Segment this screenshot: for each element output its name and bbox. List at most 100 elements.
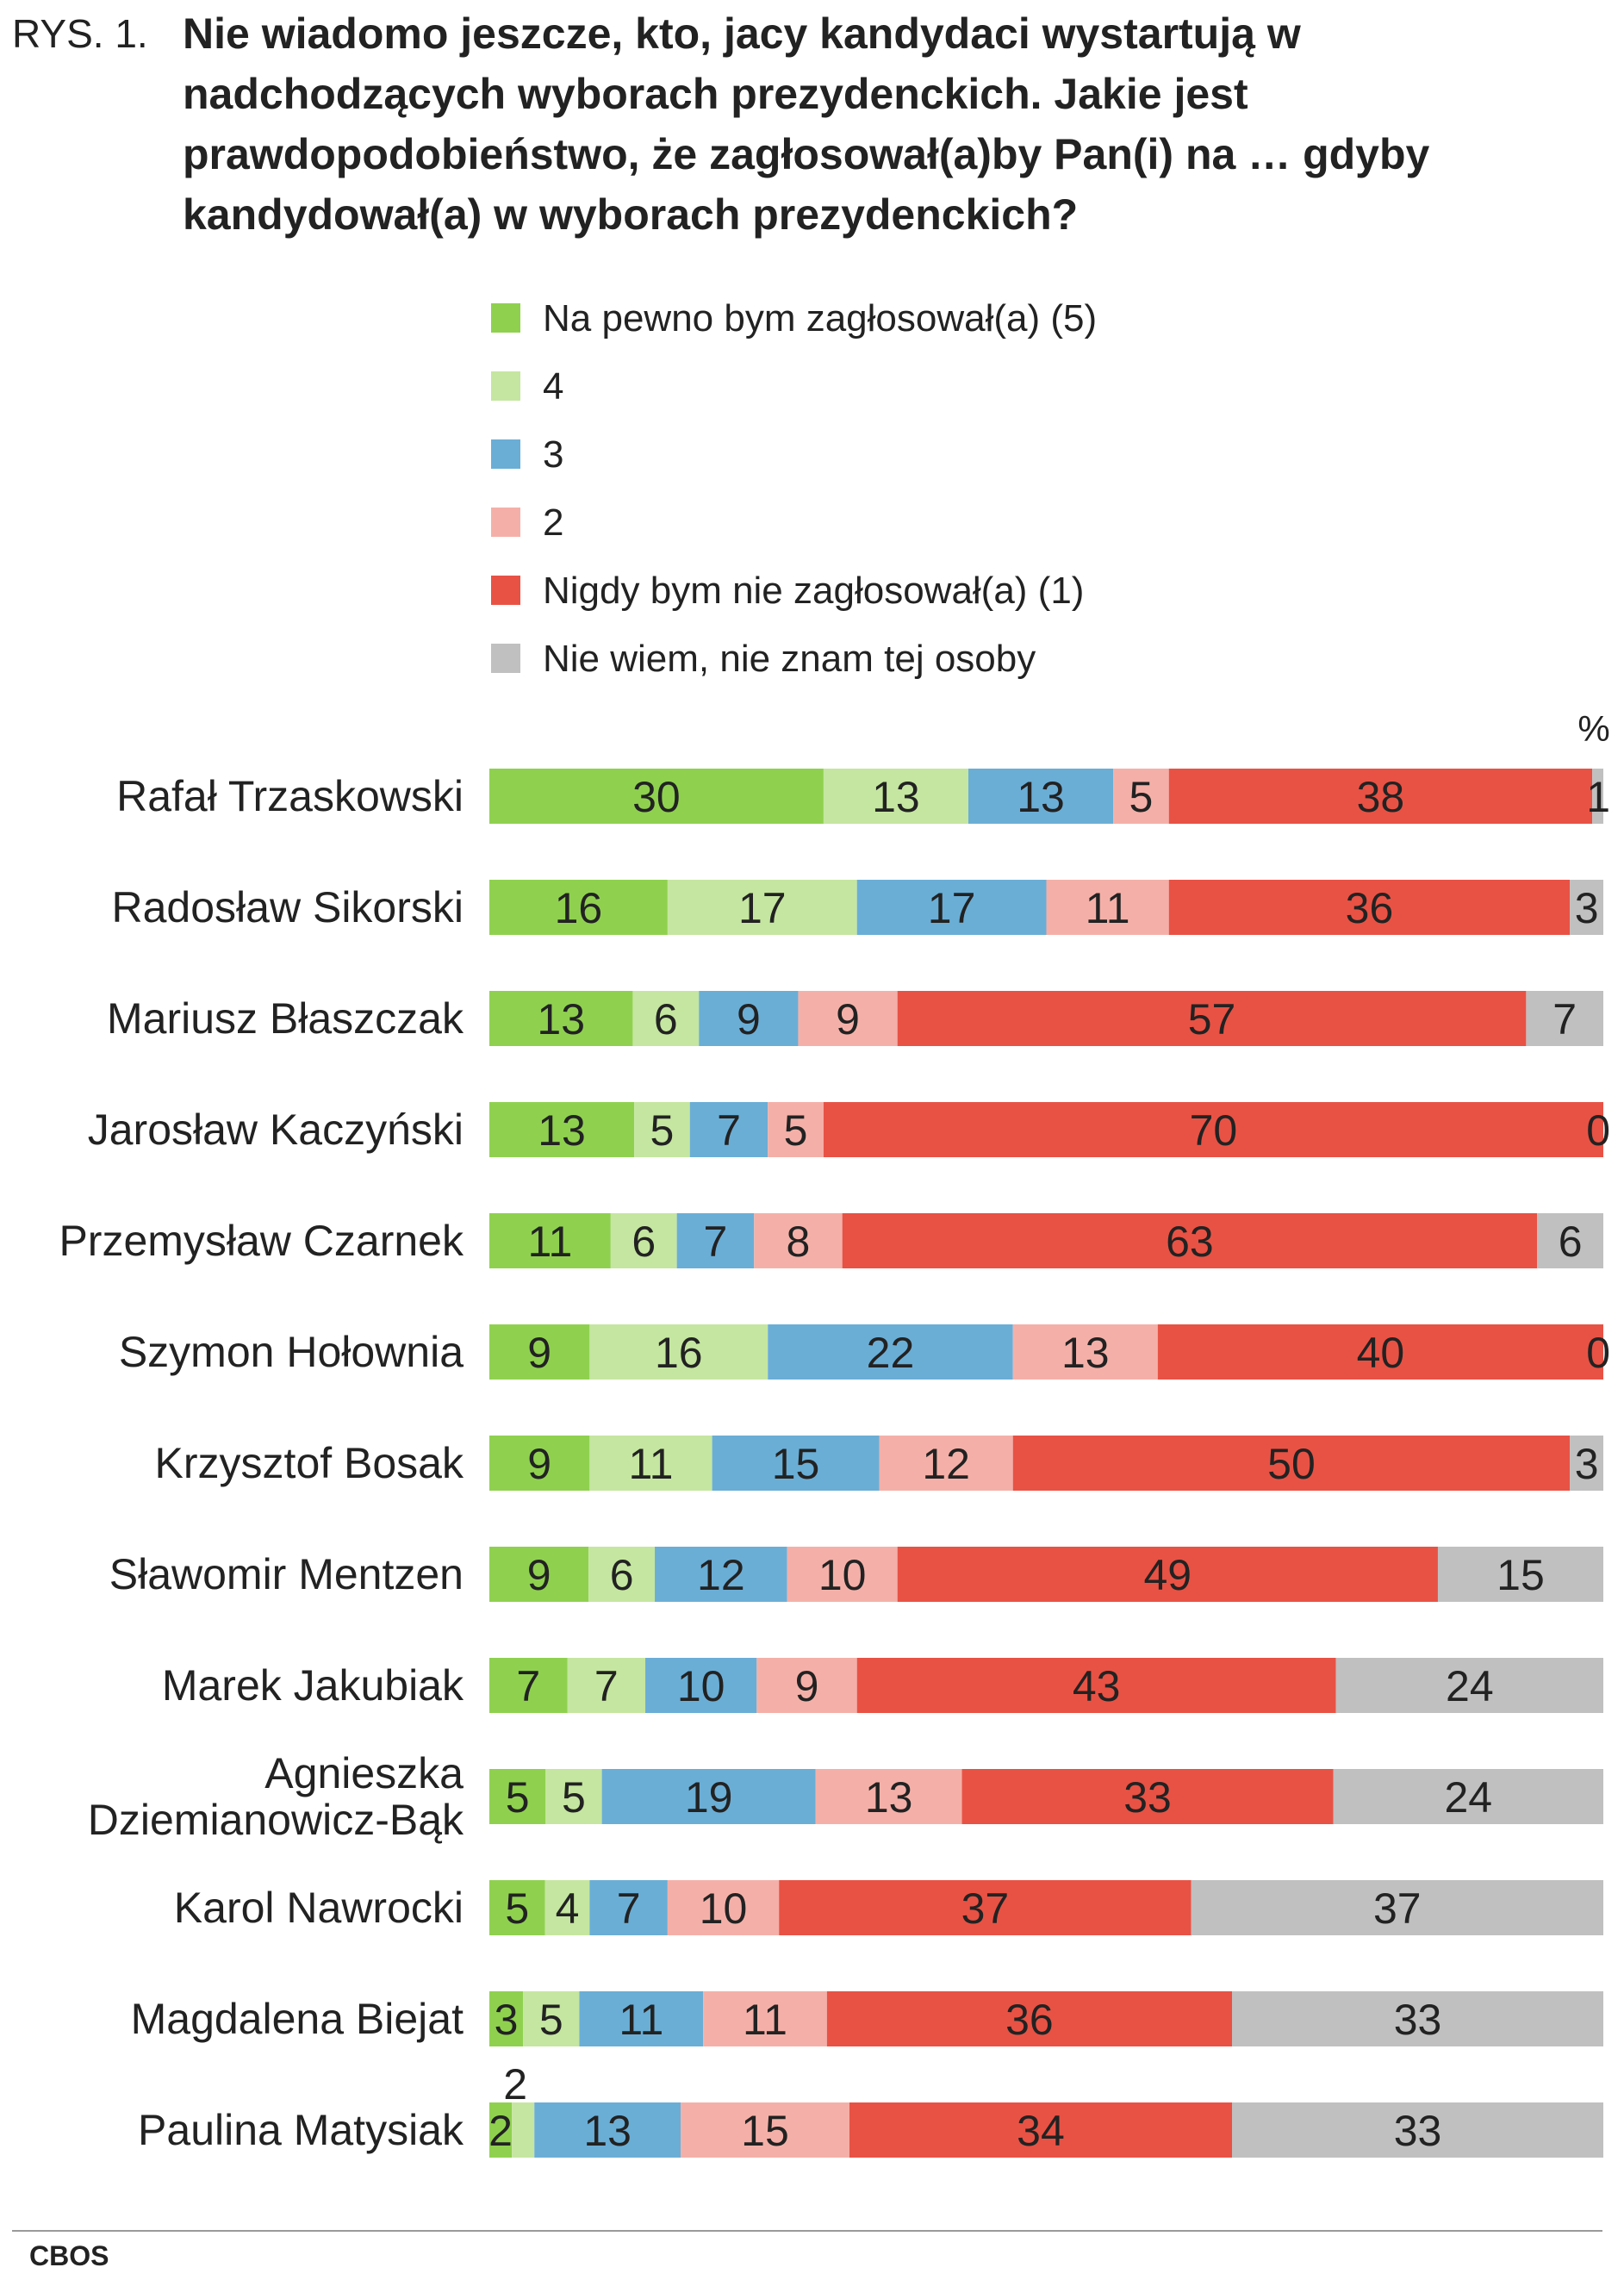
bar-segment	[634, 1102, 690, 1157]
data-label: 9	[795, 1662, 819, 1710]
bar-segment	[1232, 2102, 1603, 2158]
data-label: 33	[1123, 1773, 1172, 1822]
data-label: 13	[537, 995, 585, 1043]
bar-segment	[489, 2102, 513, 2158]
bar-segment	[489, 1102, 635, 1157]
bar-segment	[523, 1991, 580, 2046]
bar-segment	[961, 1769, 1334, 1824]
data-label: 9	[836, 995, 860, 1043]
category-label: Szymon Hołownia	[119, 1328, 464, 1376]
bar-segment	[489, 1547, 589, 1602]
bar-segment	[544, 1880, 590, 1935]
bar-segment	[645, 1658, 757, 1713]
legend-swatch	[491, 371, 520, 401]
legend-swatch	[491, 644, 520, 673]
data-label: 24	[1444, 1773, 1492, 1822]
bar-segment	[667, 880, 857, 935]
legend-label: 2	[543, 501, 564, 544]
data-label: 6	[1559, 1218, 1583, 1266]
bar-segment	[879, 1436, 1013, 1491]
legend-item: 3	[491, 429, 1353, 481]
legend-item: 4	[491, 361, 1353, 413]
data-label: 17	[738, 884, 787, 932]
data-label: 0	[1586, 1329, 1610, 1377]
bar-segment	[1232, 1991, 1603, 2046]
data-label: 37	[1373, 1884, 1422, 1933]
bar-segment	[756, 1658, 857, 1713]
bar-segment	[779, 1880, 1192, 1935]
data-label: 5	[1129, 773, 1153, 821]
bar-segment	[1537, 1213, 1603, 1268]
data-label: 13	[1061, 1329, 1110, 1377]
source-label: CBOS	[29, 2240, 109, 2271]
bar-segment	[1012, 1436, 1571, 1491]
data-label: 33	[1394, 2107, 1442, 2155]
bar-segment	[815, 1769, 962, 1824]
bar-segment	[588, 1547, 656, 1602]
bar-segment	[489, 1991, 524, 2046]
legend-swatch	[491, 439, 520, 469]
bar-segment	[589, 1436, 712, 1491]
bar-segment	[689, 1102, 768, 1157]
bar-segment	[655, 1547, 787, 1602]
legend-item: Nigdy bym nie zagłosował(a) (1)	[491, 565, 1353, 617]
figure-number: RYS. 1.	[12, 11, 148, 56]
data-label: 7	[516, 1662, 540, 1710]
data-label: 50	[1267, 1440, 1316, 1488]
data-label: 9	[737, 995, 761, 1043]
bar-segment	[798, 991, 898, 1046]
category-label: Jarosław Kaczyński	[88, 1106, 464, 1154]
bar-segment	[489, 769, 824, 824]
data-label: 24	[1446, 1662, 1494, 1710]
bar-segment	[610, 1213, 677, 1268]
bar-segment	[489, 880, 668, 935]
data-label: 11	[1086, 884, 1130, 932]
bar-segment	[823, 769, 968, 824]
bar-segment	[897, 1547, 1438, 1602]
data-label: 70	[1190, 1106, 1238, 1155]
bar-segment	[1335, 1658, 1603, 1713]
data-label: 16	[555, 884, 603, 932]
bar-segment	[1592, 769, 1603, 824]
data-label: 7	[1552, 995, 1577, 1043]
data-label: 5	[562, 1773, 586, 1822]
data-label: 5	[650, 1106, 675, 1155]
bar-segment	[856, 880, 1047, 935]
bar-segment	[589, 1324, 768, 1380]
bar-segment	[681, 2102, 849, 2158]
data-label: 7	[617, 1884, 641, 1933]
category-label: Marek Jakubiak	[162, 1661, 464, 1710]
data-label: 12	[922, 1440, 970, 1488]
legend-item: 2	[491, 497, 1353, 549]
bar-segment	[703, 1991, 827, 2046]
data-label: 13	[583, 2107, 632, 2155]
category-label: Agnieszka Dziemianowicz-Bąk	[88, 1749, 464, 1844]
data-label: 37	[961, 1884, 1010, 1933]
bar-segment	[856, 1658, 1336, 1713]
data-label: 33	[1394, 1996, 1442, 2044]
bar-segment	[768, 1324, 1013, 1380]
bar-segment	[768, 1102, 824, 1157]
data-label: 3	[1575, 884, 1599, 932]
bar-segment	[489, 1769, 546, 1824]
bar-segment	[1437, 1547, 1603, 1602]
category-label: Przemysław Czarnek	[59, 1217, 464, 1265]
bar-segment	[968, 769, 1114, 824]
data-label: 17	[928, 884, 976, 932]
bar-segment	[489, 1658, 568, 1713]
data-label: 11	[743, 1996, 787, 2044]
unit-label: %	[1577, 708, 1609, 749]
data-label: 2	[503, 2060, 527, 2108]
bar-segment	[897, 991, 1527, 1046]
bar-segment	[512, 2102, 535, 2158]
bar-segment	[1191, 1880, 1603, 1935]
legend-item: Nie wiem, nie znam tej osoby	[491, 633, 1353, 685]
data-label: 3	[1575, 1440, 1599, 1488]
bar-segment	[489, 1436, 590, 1491]
data-label: 13	[1017, 773, 1065, 821]
data-label: 7	[594, 1662, 619, 1710]
bar-segment	[787, 1547, 898, 1602]
chart-title: Nie wiadomo jeszcze, kto, jacy kandydaci…	[183, 9, 1430, 239]
data-label: 5	[784, 1106, 808, 1155]
data-label: 30	[632, 773, 681, 821]
